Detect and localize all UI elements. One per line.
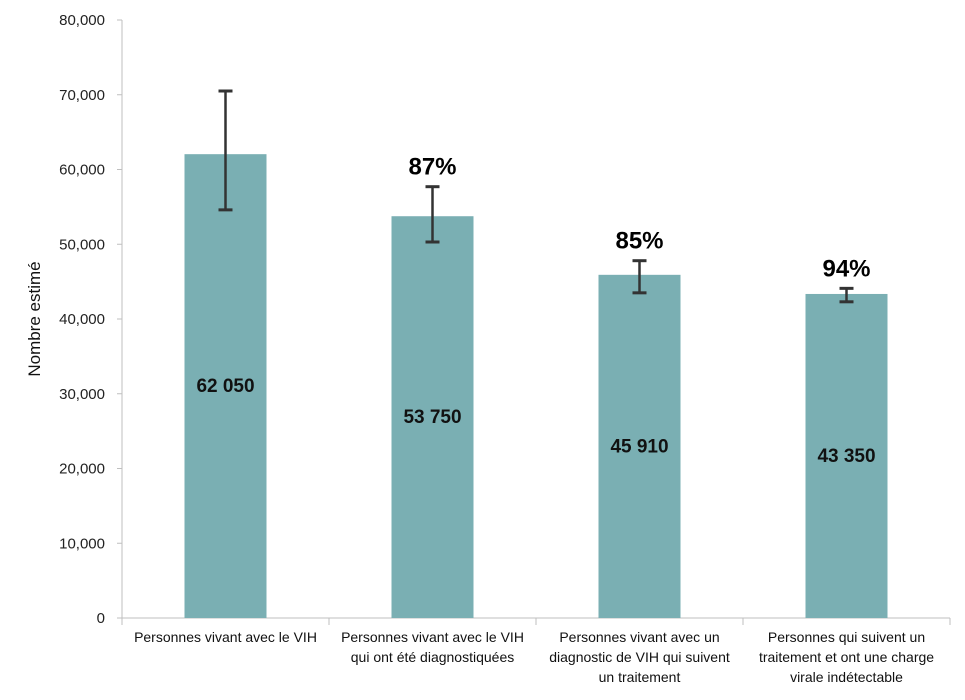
bar-value-label: 62 050 xyxy=(196,376,254,397)
y-tick-label: 60,000 xyxy=(59,162,105,179)
bar-value-label: 45 910 xyxy=(610,436,668,457)
y-tick-label: 80,000 xyxy=(59,12,105,29)
x-category-label: Personnes qui suivent un xyxy=(768,629,925,645)
x-category-label: un traitement xyxy=(599,669,681,685)
x-category-label: Personnes vivant avec le VIH xyxy=(134,629,317,645)
x-category-label: Personnes vivant avec un xyxy=(559,629,719,645)
y-tick-label: 10,000 xyxy=(59,535,105,552)
y-axis-label: Nombre estimé xyxy=(25,261,44,376)
bar xyxy=(391,216,474,618)
bar xyxy=(184,154,267,618)
x-category-label: diagnostic de VIH qui suivent xyxy=(549,649,730,665)
bar xyxy=(805,293,888,618)
percent-label: 87% xyxy=(408,154,456,181)
x-category-label: virale indétectable xyxy=(790,669,903,685)
x-category-label: traitement et ont une charge xyxy=(759,649,934,665)
bar xyxy=(598,274,681,618)
percent-label: 85% xyxy=(615,228,663,255)
y-tick-label: 40,000 xyxy=(59,311,105,328)
y-tick-label: 20,000 xyxy=(59,461,105,478)
bar-value-label: 53 750 xyxy=(403,407,461,428)
percent-label: 94% xyxy=(822,255,870,282)
bar-value-label: 43 350 xyxy=(817,446,875,467)
y-tick-label: 0 xyxy=(97,610,105,627)
y-tick-label: 30,000 xyxy=(59,386,105,403)
y-tick-label: 70,000 xyxy=(59,87,105,104)
x-category-label: Personnes vivant avec le VIH xyxy=(341,629,524,645)
y-tick-label: 50,000 xyxy=(59,236,105,253)
x-category-label: qui ont été diagnostiquées xyxy=(351,649,514,665)
